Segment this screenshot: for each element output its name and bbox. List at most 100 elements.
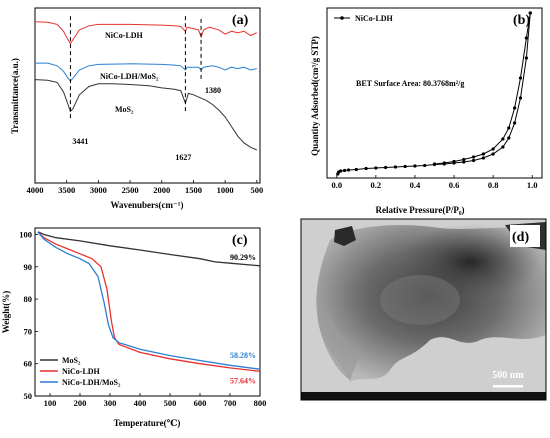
desorption-point-2: [518, 76, 523, 80]
adsorption-point-21: [507, 136, 511, 140]
adsorption-point-11: [413, 164, 417, 168]
legend-label-2: NiCo-LDH: [62, 367, 101, 376]
xtick-label-1000: 1000: [217, 185, 234, 195]
ytick-label-50: 50: [24, 391, 33, 401]
panel-b-xticks: 0.0 0.2 0.4 0.6 0.8 1.0: [331, 175, 538, 190]
peak-label-3441: 3441: [72, 137, 88, 146]
legend-marker: [340, 16, 344, 20]
series-line-1: [34, 21, 258, 45]
adsorption-point-5: [354, 167, 358, 172]
tem-scale-bar: [493, 385, 523, 388]
panel-a-frame: [34, 7, 261, 184]
panel-d-letter: (d): [512, 230, 529, 245]
desorption-point-0: [528, 11, 532, 15]
panel-d-letter-bg: [510, 225, 540, 247]
xtick-label-1500: 1500: [185, 185, 202, 195]
xtick-label-3000: 3000: [90, 185, 107, 195]
peak-label-1380: 1380: [205, 86, 221, 95]
legend-label-1: MoS₂: [62, 356, 81, 365]
panel-a: (a) 3441 1627 1380 NiCo-LDH NiCo-LDH/MoS₂ MoS…: [10, 7, 263, 210]
adsorption-point-6: [364, 166, 368, 171]
panel-c-ylabel: Weight(%): [1, 291, 11, 334]
series-name-1: NiCo-LDH: [105, 31, 144, 40]
desorption-point-8: [471, 155, 476, 159]
adsorption-point-19: [491, 152, 495, 156]
ytick-label-60: 60: [24, 359, 33, 369]
desorption-point-7: [481, 152, 485, 156]
panel-c-xlabel: Temperature(℃): [114, 418, 181, 428]
panel-c-letter: (c): [232, 233, 248, 248]
tem-scale-label: 500 nm: [492, 370, 524, 381]
adsorption-line: [337, 12, 531, 175]
xtick-label-600: 600: [194, 398, 207, 408]
desorption-point-4: [507, 126, 511, 130]
tem-image: 500 nm: [301, 219, 546, 400]
panel-c-legend: MoS₂ NiCo-LDH NiCo-LDH/MoS₂: [40, 356, 121, 387]
panel-d: 500 nm (d): [300, 218, 547, 401]
xtick-label-0.0: 0.0: [331, 180, 342, 190]
adsorption-point-4: [346, 168, 351, 172]
tga-line-3: [37, 231, 261, 370]
desorption-point-3: [513, 106, 517, 110]
adsorption-point-7: [374, 166, 378, 170]
panel-c-yticks: 50 60 70 80 90 100: [19, 229, 38, 401]
panel-b-ylabel: Quantity Adsorbed(cm³/g STP): [310, 36, 320, 156]
xtick-label-0.8: 0.8: [488, 180, 499, 190]
panel-b-bet-annotation: BET Surface Area: 80.3768m²/g: [356, 79, 464, 88]
adsorption-point-2: [339, 169, 343, 173]
adsorption-point-18: [481, 156, 485, 160]
ytick-label-100: 100: [19, 229, 32, 239]
series-name-2: NiCo-LDH/MoS₂: [100, 72, 159, 81]
xtick-label-2000: 2000: [153, 185, 170, 195]
xtick-label-0.4: 0.4: [410, 180, 421, 190]
ytick-label-80: 80: [24, 294, 33, 304]
end-value-1: 90.29%: [230, 253, 256, 262]
panel-c-xticks: 100 200 300 400 500 600 700 800: [44, 393, 267, 408]
desorption-point-5: [501, 137, 505, 141]
xtick-label-100: 100: [44, 398, 57, 408]
adsorption-point-22: [513, 121, 517, 125]
desorption-point-10: [452, 159, 456, 164]
panel-c-frame: [34, 227, 261, 397]
ytick-label-70: 70: [24, 326, 33, 336]
xtick-label-400: 400: [134, 398, 147, 408]
adsorption-point-16: [462, 160, 466, 164]
adsorption-point-12: [423, 163, 427, 168]
desorption-point-12: [432, 162, 437, 166]
xtick-label-4000: 4000: [27, 185, 44, 195]
ytick-label-90: 90: [24, 262, 33, 272]
desorption-point-1: [524, 36, 528, 40]
panel-b-letter: (b): [513, 13, 530, 28]
end-value-2: 57.64%: [230, 376, 256, 385]
xtick-label-0.6: 0.6: [449, 180, 460, 190]
adsorption-point-23: [518, 96, 523, 100]
xtick-label-1.0: 1.0: [527, 180, 538, 190]
panel-d-frame: [300, 218, 547, 401]
adsorption-point-9: [393, 165, 398, 169]
end-value-3: 58.28%: [230, 351, 256, 360]
panel-b: (b) NiCo-LDH 0.0 0.2 0.4 0.6 0.8 1.0 BET Surf…: [310, 7, 543, 215]
panel-a-plot: 3441 1627 1380 NiCo-LDH NiCo-LDH/MoS₂ MoS₂: [34, 16, 258, 162]
desorption-point-6: [491, 147, 495, 151]
adsorption-point-20: [501, 145, 505, 149]
xtick-label-800: 800: [254, 398, 267, 408]
xtick-label-700: 700: [224, 398, 237, 408]
xtick-label-300: 300: [104, 398, 117, 408]
desorption-point-9: [462, 157, 466, 162]
series-line-3: [34, 79, 258, 151]
panel-a-xticks: 4000 3500 3000 2500 2000 1500 1000 500: [27, 180, 263, 195]
adsorption-point-8: [384, 165, 388, 170]
series-line-2: [35, 62, 257, 82]
legend-label-3: NiCo-LDH/MoS₂: [62, 378, 121, 387]
peak-label-1627: 1627: [175, 153, 191, 162]
adsorption-point-10: [403, 164, 407, 169]
tga-line-1: [37, 231, 261, 267]
panel-b-xlabel: Relative Pressure(P/P₀): [375, 205, 464, 215]
desorption-point-11: [442, 161, 446, 165]
adsorption-point-17: [471, 158, 476, 163]
panel-a-letter: (a): [232, 13, 249, 28]
tga-line-2: [37, 231, 261, 372]
adsorption-point-24: [524, 56, 528, 60]
panel-b-frame: [326, 7, 543, 179]
xtick-label-0.2: 0.2: [371, 180, 382, 190]
